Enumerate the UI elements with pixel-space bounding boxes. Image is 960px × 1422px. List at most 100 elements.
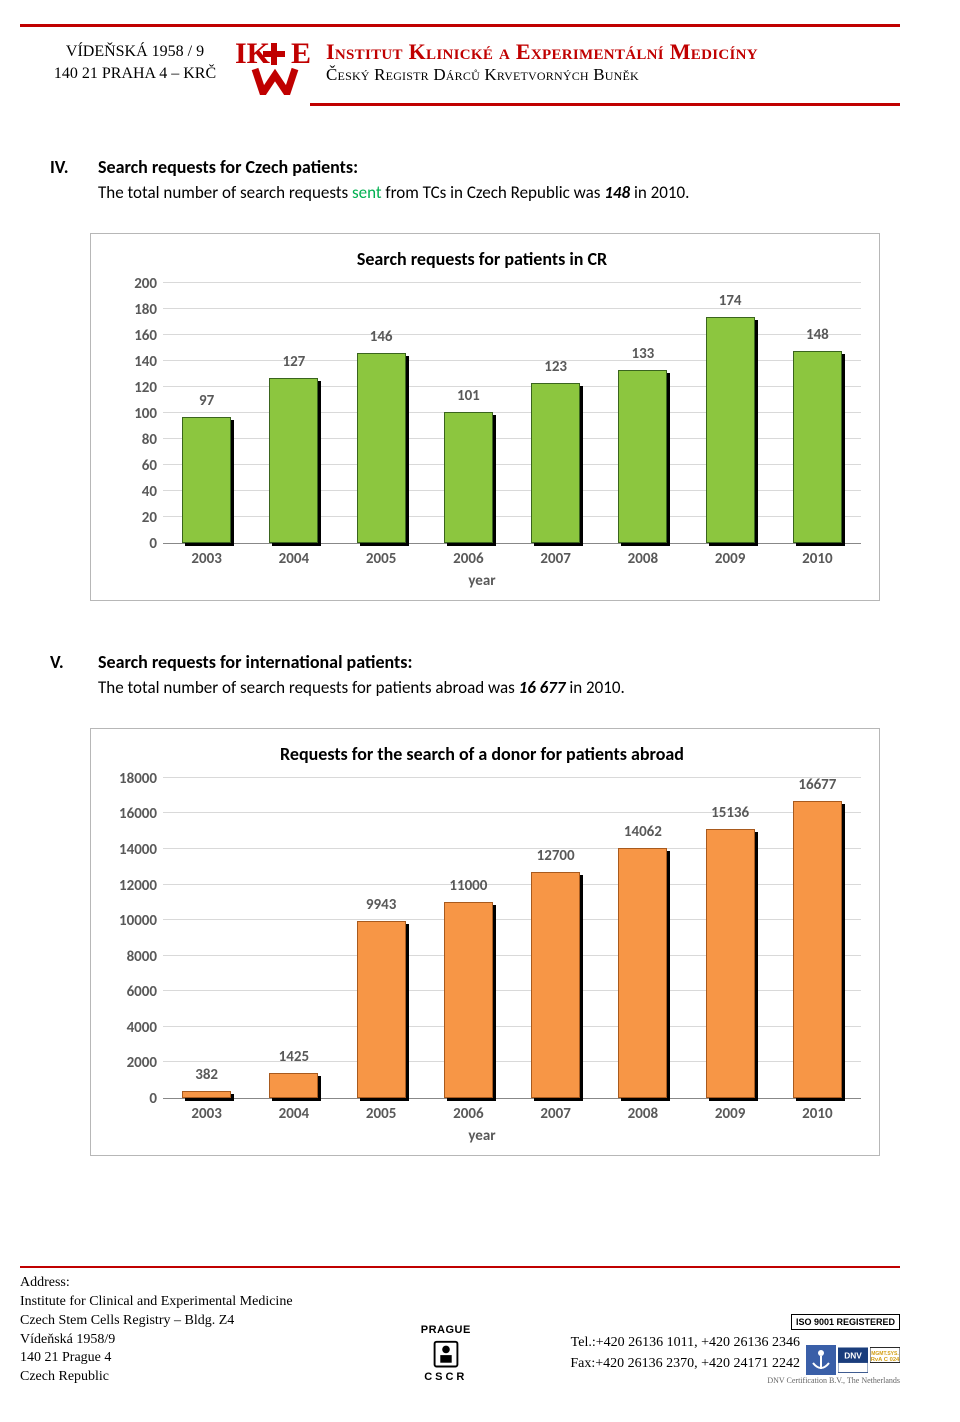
ikem-logo: IK E <box>233 37 318 95</box>
chart1-xlabel: year <box>103 572 861 590</box>
chart1-x-axis: 20032004200520062007200820092010 <box>163 544 861 568</box>
section-number: V. <box>50 651 98 673</box>
y-tick-label: 0 <box>149 535 157 553</box>
y-tick-label: 80 <box>142 431 157 449</box>
y-tick-label: 6000 <box>127 983 157 1001</box>
value-16677: 16 677 <box>519 677 566 698</box>
chart1-plot-area: 97 127146101123133174148 <box>163 284 861 544</box>
y-tick-label: 10000 <box>119 912 157 930</box>
section-v-heading-row: V. Search requests for international pat… <box>50 651 890 673</box>
rva-cert-icon: MGMT.SYS. RvA C 024 <box>870 1345 900 1375</box>
bar <box>618 848 667 1098</box>
cert-logos: DNV MGMT.SYS. RvA C 024 <box>806 1345 900 1375</box>
bar <box>269 1073 318 1098</box>
bar <box>182 1091 231 1098</box>
chart2-plot-area: 382142599431100012700140621513616677 <box>163 779 861 1099</box>
chart2-title: Requests for the search of a donor for p… <box>103 743 861 765</box>
address-label: Address: <box>20 1274 361 1293</box>
bar-column: 133 <box>599 284 686 543</box>
footer-line: 140 21 Prague 4 <box>20 1349 361 1368</box>
x-category-label: 2008 <box>599 550 686 568</box>
bar-value-label: 146 <box>338 328 425 346</box>
header-address-block: VÍDEŇSKÁ 1958 / 9 140 21 PRAHA 4 – KRČ <box>45 37 225 86</box>
bar-column: 16677 <box>774 779 861 1098</box>
section-v-title: Search requests for international patien… <box>98 651 412 673</box>
bar-column: 15136 <box>687 779 774 1098</box>
anchor-cert-icon <box>806 1345 836 1375</box>
section-iv-heading-row: IV. Search requests for Czech patients: <box>50 156 890 178</box>
footer-line: Czech Stem Cells Registry – Bldg. Z4 <box>20 1312 361 1331</box>
bar-column: 123 <box>512 284 599 543</box>
cert-subtitle: DNV Certification B.V., The Netherlands <box>767 1376 900 1387</box>
footer-center-logo: PRAGUE CSCR <box>361 1274 531 1387</box>
bar <box>531 383 580 543</box>
chart-abroad-requests: Requests for the search of a donor for p… <box>90 728 880 1156</box>
x-category-label: 2003 <box>163 1105 250 1123</box>
y-tick-label: 0 <box>149 1090 157 1108</box>
bar-column: 9943 <box>338 779 425 1098</box>
bar <box>793 801 842 1097</box>
text: The total number of search requests <box>98 182 352 203</box>
svg-text:E: E <box>291 37 311 70</box>
x-category-label: 2007 <box>512 1105 599 1123</box>
y-tick-label: 60 <box>142 457 157 475</box>
iso-registered-badge: ISO 9001 REGISTERED <box>791 1314 900 1330</box>
bar <box>269 378 318 543</box>
prague-cscr-logo: PRAGUE CSCR <box>415 1323 477 1385</box>
svg-text:DNV: DNV <box>844 1351 862 1361</box>
section-number: IV. <box>50 156 98 178</box>
section-iv-title: Search requests for Czech patients: <box>98 156 358 178</box>
bar <box>618 370 667 543</box>
footer-fax: Fax:+420 26136 2370, +420 24171 2242 <box>570 1355 800 1374</box>
header-addr-line1: VÍDEŇSKÁ 1958 / 9 <box>45 41 225 63</box>
bar <box>706 829 755 1098</box>
bar <box>706 317 755 543</box>
bar <box>357 921 406 1098</box>
bar <box>444 902 493 1098</box>
y-tick-label: 200 <box>134 275 157 293</box>
x-category-label: 2010 <box>774 550 861 568</box>
bar-value-label: 14062 <box>599 823 686 841</box>
x-category-label: 2006 <box>425 550 512 568</box>
y-tick-label: 8000 <box>127 948 157 966</box>
x-category-label: 2010 <box>774 1105 861 1123</box>
chart1-y-axis: 020406080100120140160180200 <box>103 284 163 544</box>
y-tick-label: 4000 <box>127 1019 157 1037</box>
footer-line: Institute for Clinical and Experimental … <box>20 1293 361 1312</box>
y-tick-label: 20 <box>142 509 157 527</box>
y-tick-label: 12000 <box>119 877 157 895</box>
x-category-label: 2007 <box>512 550 599 568</box>
x-category-label: 2003 <box>163 550 250 568</box>
y-tick-label: 40 <box>142 483 157 501</box>
bar-column: 127 <box>250 284 337 543</box>
section-v-body: The total number of search requests for … <box>98 677 890 700</box>
bar-column: 174 <box>687 284 774 543</box>
bar-column: 97 <box>163 284 250 543</box>
bar-column: 146 <box>338 284 425 543</box>
header-addr-line2: 140 21 PRAHA 4 – KRČ <box>45 63 225 85</box>
gridline <box>163 282 861 283</box>
x-category-label: 2004 <box>250 550 337 568</box>
bar <box>531 872 580 1098</box>
bar-column: 1425 <box>250 779 337 1098</box>
y-tick-label: 100 <box>134 405 157 423</box>
chart1-title: Search requests for patients in CR <box>103 248 861 270</box>
y-tick-label: 120 <box>134 379 157 397</box>
bar <box>444 412 493 543</box>
text: The total number of search requests for … <box>98 677 519 698</box>
footer-rule <box>20 1266 900 1268</box>
y-tick-label: 2000 <box>127 1054 157 1072</box>
bar-column: 101 <box>425 284 512 543</box>
gridline <box>163 777 861 778</box>
bar-value-label: 148 <box>774 326 861 344</box>
bar-value-label: 16677 <box>774 776 861 794</box>
y-tick-label: 18000 <box>119 770 157 788</box>
section-iv-body: The total number of search requests sent… <box>98 182 890 205</box>
x-category-label: 2005 <box>338 1105 425 1123</box>
chart-cr-requests: Search requests for patients in CR 0 20 40… <box>90 233 880 601</box>
bar-column: 11000 <box>425 779 512 1098</box>
bar-value-label: 127 <box>250 353 337 371</box>
y-tick-label: 180 <box>134 301 157 319</box>
footer-line: Czech Republic <box>20 1368 361 1387</box>
bar-value-label: 97 <box>163 392 250 410</box>
